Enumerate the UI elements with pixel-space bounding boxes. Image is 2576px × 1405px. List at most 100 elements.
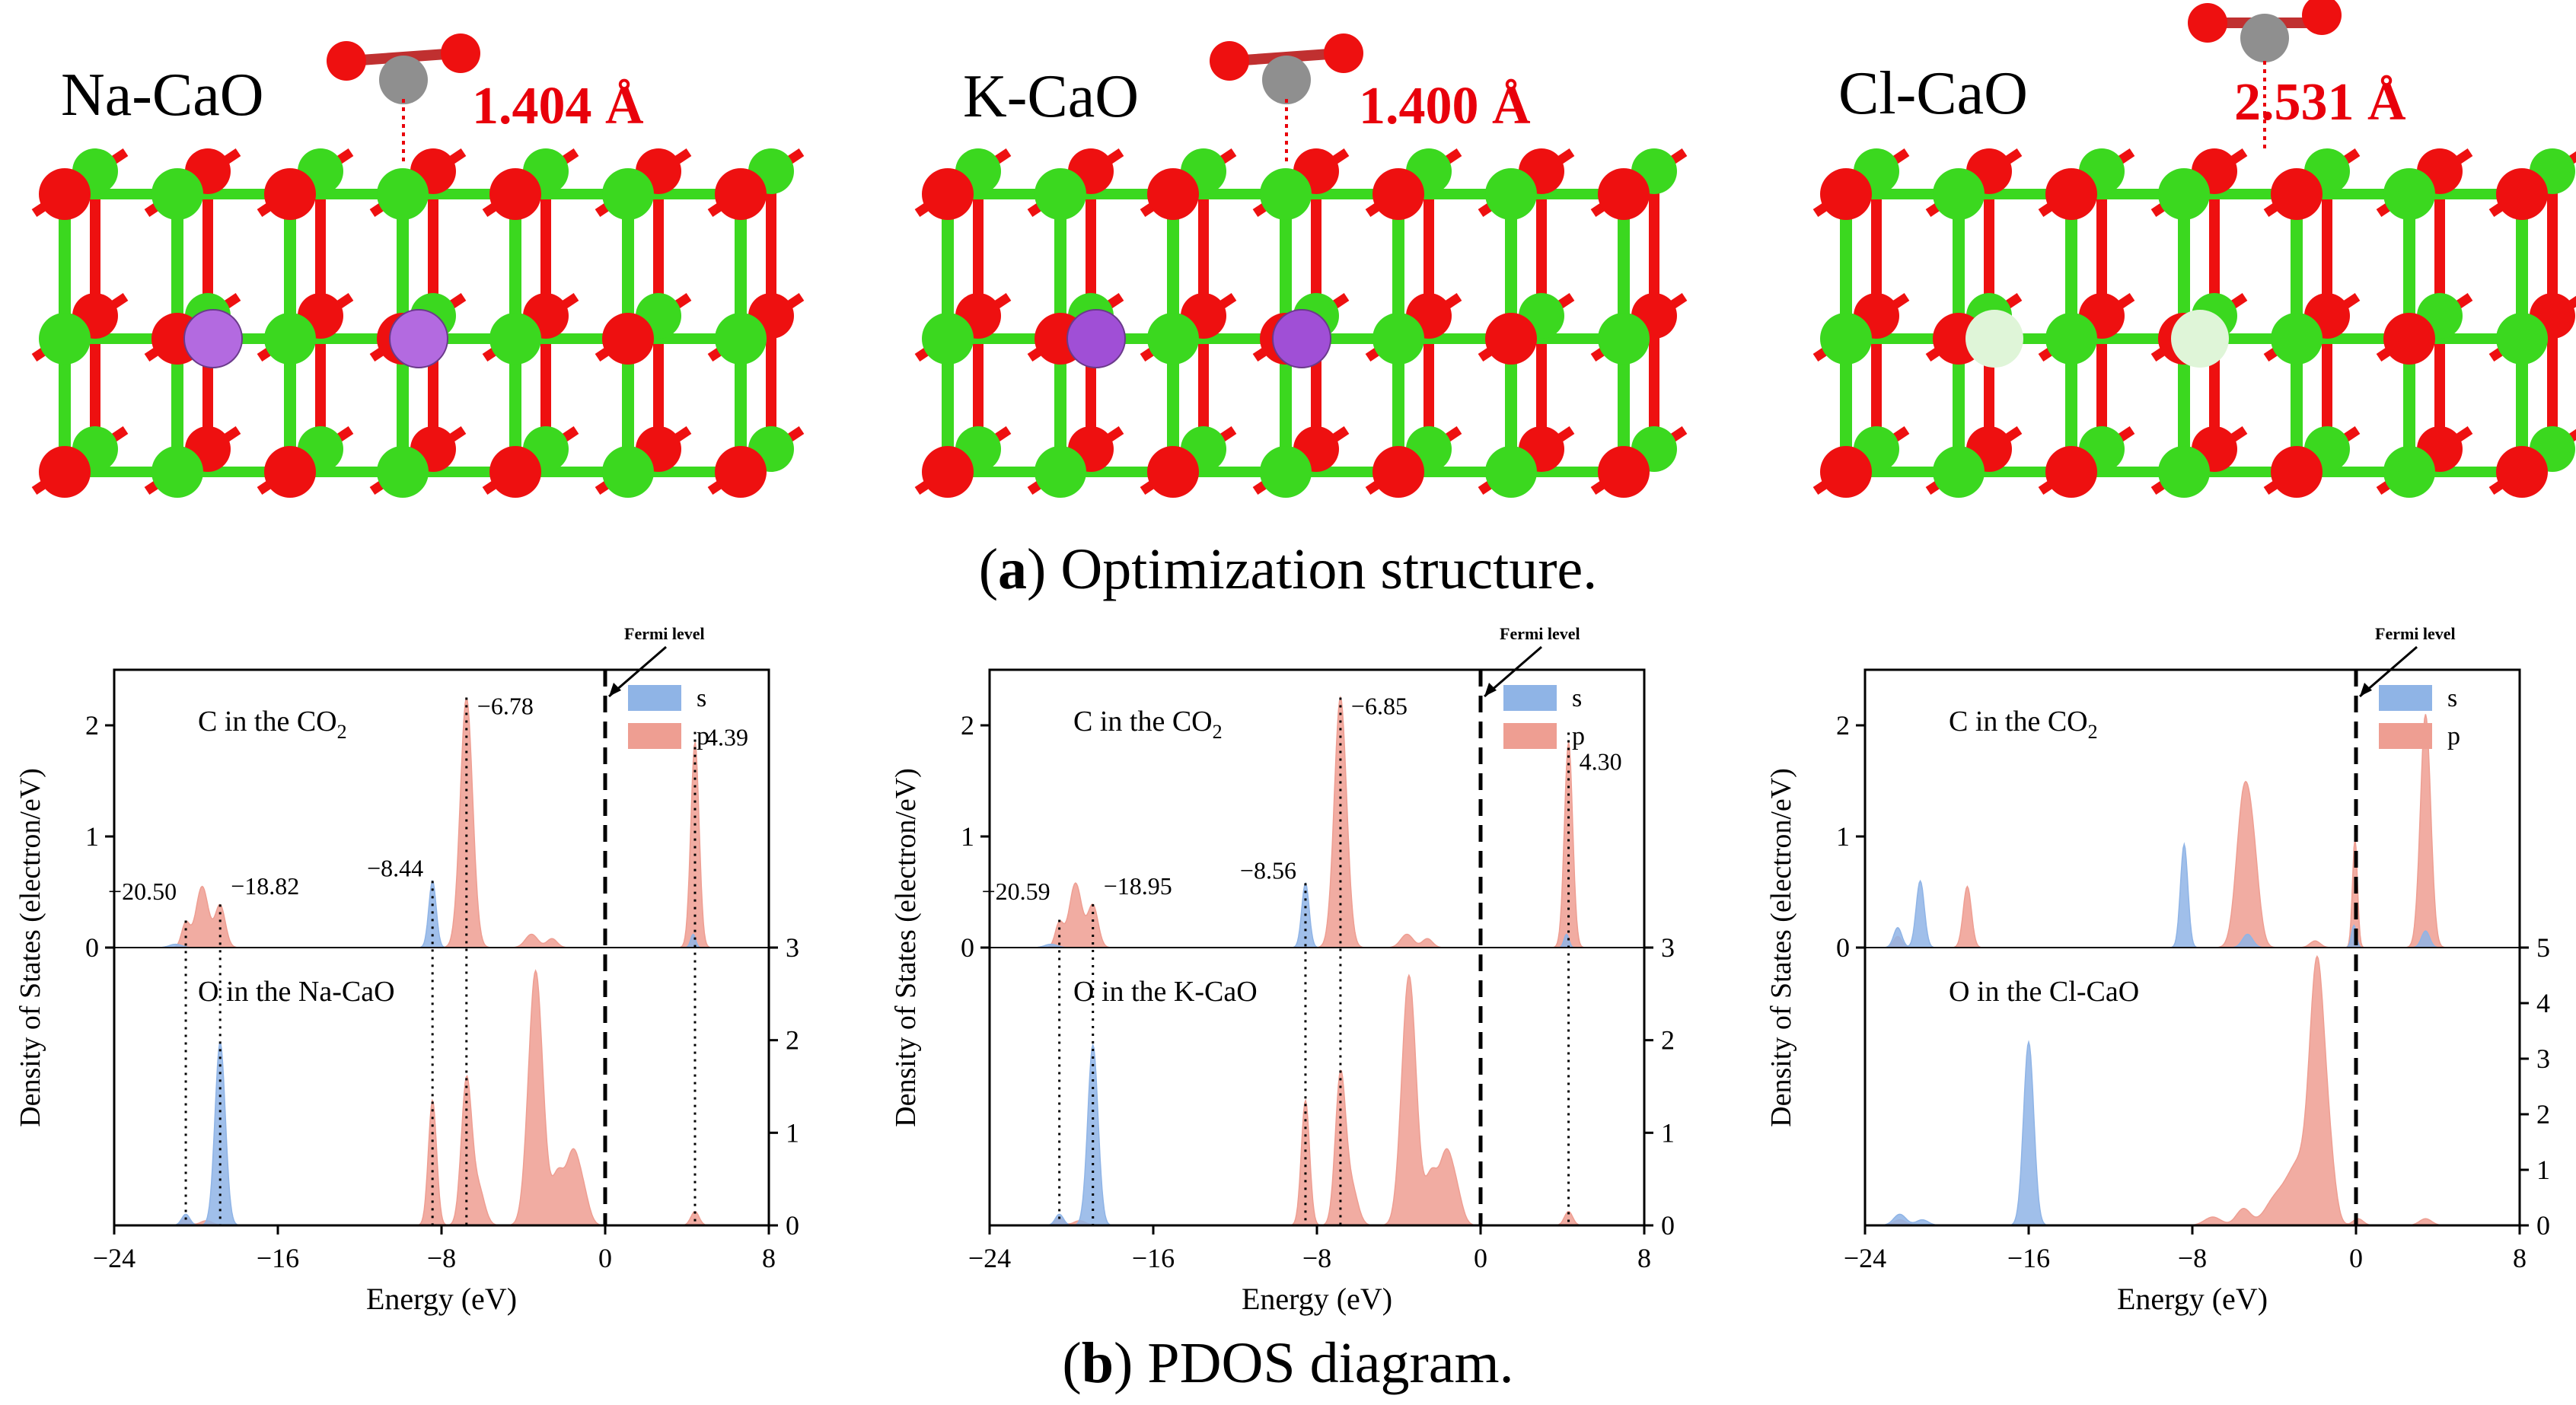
x-tick-label: −24 [968,1243,1011,1273]
atom-front [1372,168,1424,220]
caption-a: (a) Optimization structure. [978,537,1598,601]
y-tick-label-top: 0 [1836,932,1850,963]
x-tick-label: −24 [1844,1243,1886,1273]
y-tick-label-bottom: 2 [2536,1099,2550,1129]
y-tick-label-bottom: 5 [2536,932,2550,963]
atom-front [1598,313,1650,365]
x-tick-label: −16 [1132,1243,1175,1273]
co2-oxygen [441,33,480,73]
atom-front [489,446,541,498]
y-axis-label: Density of States (electron/eV) [1765,768,1797,1127]
atom-front [1820,446,1872,498]
y-axis-label: Density of States (electron/eV) [14,768,46,1127]
top-panel-label: C in the CO2 [198,706,347,743]
x-tick-label: 8 [1637,1243,1651,1273]
dopant-atom [1272,309,1331,368]
atom-front [2271,313,2323,365]
atom-front [1035,446,1086,498]
bottom-panel-label: O in the K-CaO [1073,976,1258,1008]
pdos-panel-k: Fermi level −24 −16 −8 0 8 Energy (eV) 0 1 2 0 1 2 3 D… [875,609,1734,1324]
y-tick-label-bottom: 1 [1661,1117,1675,1148]
lattice [31,148,805,498]
atom-front [2496,168,2548,220]
atom-front [1147,313,1199,365]
atom-front [39,446,91,498]
co2-molecule [327,33,480,104]
legend-swatch-s [2379,685,2432,711]
top-panel-label-sub: 2 [337,721,347,743]
y-tick-label-top: 1 [1836,821,1850,852]
legend-label-s: s [697,684,706,712]
caption-a-text: Optimization structure. [1060,537,1598,601]
atom-front [922,313,974,365]
atom-front [489,313,541,365]
atom-front [1147,168,1199,220]
top-panel-label-sub: 2 [1213,721,1223,743]
atom-front [377,168,429,220]
lattice [1812,148,2576,498]
co2-molecule [2188,0,2342,62]
x-tick-label: −16 [2007,1243,2050,1273]
atom-front [151,168,203,220]
atom-front [2045,168,2097,220]
bottom-panel-label: O in the Cl-CaO [1949,976,2139,1008]
atom-front [1598,168,1650,220]
x-axis-label: Energy (eV) [2117,1282,2268,1316]
peak-annotation: −18.82 [231,872,299,900]
x-tick-label: 0 [598,1243,612,1273]
peak-annotation: −20.59 [982,878,1050,905]
distance-label-na: 1.404 Å [472,77,644,135]
fermi-arrowhead [1484,683,1497,696]
atom-front [2383,446,2435,498]
atom-front [1147,446,1199,498]
fermi-arrowhead [609,683,621,696]
co2-carbon [379,56,428,104]
caption-b: (b) PDOS diagram. [1062,1331,1514,1395]
atom-front [2496,313,2548,365]
atom-front [715,446,767,498]
structure-title-na: Na-CaO [61,62,264,129]
legend-swatch-s [628,685,681,711]
legend-label-s: s [1572,684,1582,712]
bottom-panel-label: O in the Na-CaO [198,976,395,1008]
co2-oxygen [327,41,366,81]
y-tick-label-top: 0 [961,932,974,963]
atom-front [39,168,91,220]
x-tick-label: −24 [93,1243,135,1273]
peak-annotation: −20.50 [108,878,177,905]
atom-front [1820,168,1872,220]
y-axis-label: Density of States (electron/eV) [890,768,922,1127]
y-tick-label-bottom: 4 [2536,988,2550,1018]
pdos-panel-na: Fermi level −24 −16 −8 0 8 Energy (eV) 0 1 2 0 1 2 3 D… [0,609,859,1324]
lattice [914,148,1688,498]
fermi-arrowhead [2360,683,2372,696]
peak-annotation: −6.78 [477,692,534,719]
legend-label-s: s [2447,684,2457,712]
atom-front [377,446,429,498]
co2-oxygen [2302,0,2342,35]
structure-panel-cl: Cl-CaO 2.531 Å [1774,0,2576,533]
peak-annotation: −18.95 [1104,872,1172,900]
x-tick-label: −8 [1302,1243,1331,1273]
atom-front [715,313,767,365]
fermi-label: Fermi level [624,624,705,643]
dopant-atom [2171,310,2229,368]
y-tick-label-top: 1 [85,821,99,852]
atom-front [1485,313,1537,365]
atom-front [2271,446,2323,498]
legend-label-p: p [1572,722,1585,750]
legend-label-p: p [697,722,709,750]
y-tick-label-top: 1 [961,821,974,852]
x-tick-label: −8 [2178,1243,2207,1273]
atom-front [1598,446,1650,498]
atom-front [602,168,654,220]
atom-front [1820,313,1872,365]
y-tick-label-bottom: 0 [2536,1210,2550,1241]
atom-front [151,446,203,498]
dopant-atom [1066,309,1126,368]
y-tick-label-top: 2 [961,710,974,741]
